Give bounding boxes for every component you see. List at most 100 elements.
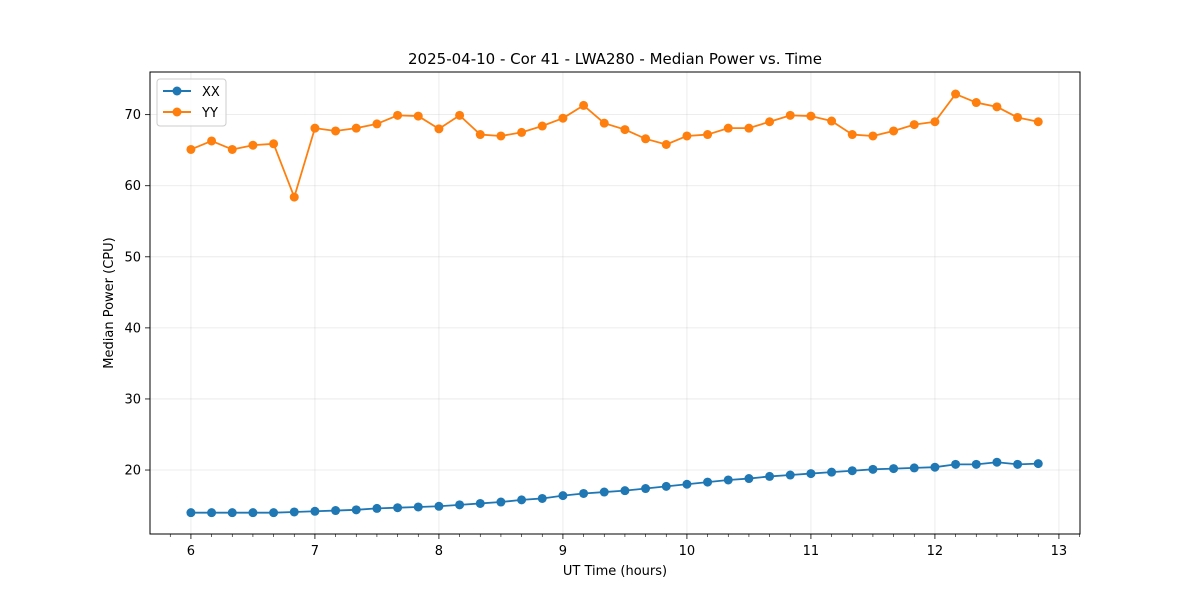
data-point-yy [413,111,423,121]
data-point-xx [393,503,403,513]
data-point-yy [227,144,237,154]
data-point-yy [517,127,527,137]
x-axis-label: UT Time (hours) [563,564,667,579]
data-point-yy [1013,112,1023,122]
data-point-xx [455,500,465,510]
y-tick-label: 50 [124,250,141,265]
data-point-yy [393,110,403,120]
data-point-yy [682,131,692,141]
data-point-yy [475,130,485,140]
x-tick-label: 9 [559,544,567,559]
data-point-yy [827,116,837,126]
y-tick-label: 20 [124,464,141,479]
data-point-yy [868,131,878,141]
y-axis-label: Median Power (CPU) [102,237,117,368]
data-point-yy [930,117,940,127]
x-tick-label: 7 [311,544,319,559]
data-point-yy [1033,117,1043,127]
data-point-xx [661,481,671,491]
data-point-xx [579,488,589,498]
data-point-xx [351,505,361,515]
plot-series [186,89,1043,518]
legend-marker-xx [172,86,182,96]
data-point-yy [641,134,651,144]
data-point-yy [599,118,609,128]
ticks: 6 7 8 9 10 11 12 13 20 30 40 50 60 70 [124,108,1080,559]
data-point-xx [599,487,609,497]
data-point-yy [909,120,919,130]
data-point-yy [186,144,196,154]
y-tick-label: 30 [124,392,141,407]
data-point-xx [744,474,754,484]
data-point-xx [186,508,196,518]
x-tick-label: 11 [803,544,820,559]
data-point-xx [785,470,795,480]
data-point-yy [620,125,630,135]
data-point-yy [765,117,775,127]
data-point-xx [682,479,692,489]
data-point-xx [827,467,837,477]
data-point-yy [785,110,795,120]
chart-title: 2025-04-10 - Cor 41 - LWA280 - Median Po… [408,50,822,68]
data-point-xx [723,475,733,485]
data-point-xx [289,507,299,517]
legend: XX YY [156,78,227,127]
data-point-yy [269,139,279,149]
grid [150,72,1080,534]
data-point-yy [434,124,444,134]
data-point-yy [579,100,589,110]
data-point-yy [331,126,341,136]
data-point-yy [372,119,382,129]
plot-frame [149,71,1081,535]
data-point-yy [951,89,961,99]
x-tick-label: 13 [1051,544,1068,559]
data-point-yy [971,98,981,108]
data-point-xx [558,491,568,501]
data-point-yy [889,126,899,136]
data-point-xx [992,457,1002,467]
data-point-yy [310,123,320,133]
data-point-xx [475,498,485,508]
data-point-xx [1013,459,1023,469]
data-point-xx [1033,459,1043,469]
data-point-yy [496,131,506,141]
data-point-xx [413,502,423,512]
data-point-xx [434,501,444,511]
y-tick-label: 60 [124,179,141,194]
data-point-xx [889,464,899,474]
data-point-xx [310,506,320,516]
data-point-yy [537,121,547,131]
data-point-yy [744,123,754,133]
data-point-xx [248,508,258,518]
data-point-yy [207,136,217,146]
legend-label-xx: XX [202,85,220,100]
x-tick-label: 12 [927,544,944,559]
data-point-yy [992,102,1002,112]
data-point-xx [517,495,527,505]
data-point-xx [207,508,217,518]
data-point-yy [455,110,465,120]
data-point-xx [537,493,547,503]
data-point-xx [930,462,940,472]
data-point-yy [351,123,361,133]
legend-label-yy: YY [201,106,218,121]
x-tick-label: 10 [679,544,696,559]
data-point-xx [641,484,651,494]
data-point-xx [868,464,878,474]
y-tick-label: 40 [124,321,141,336]
data-point-yy [847,130,857,140]
data-point-yy [661,140,671,149]
data-point-xx [847,466,857,476]
data-point-xx [765,471,775,481]
data-point-xx [331,506,341,516]
data-point-yy [806,111,816,121]
data-point-yy [289,192,299,202]
data-point-xx [806,469,816,479]
y-tick-label: 70 [124,108,141,123]
data-point-xx [269,508,279,518]
legend-marker-yy [172,107,182,117]
data-point-xx [227,508,237,518]
x-tick-label: 8 [435,544,443,559]
data-point-yy [558,113,568,123]
